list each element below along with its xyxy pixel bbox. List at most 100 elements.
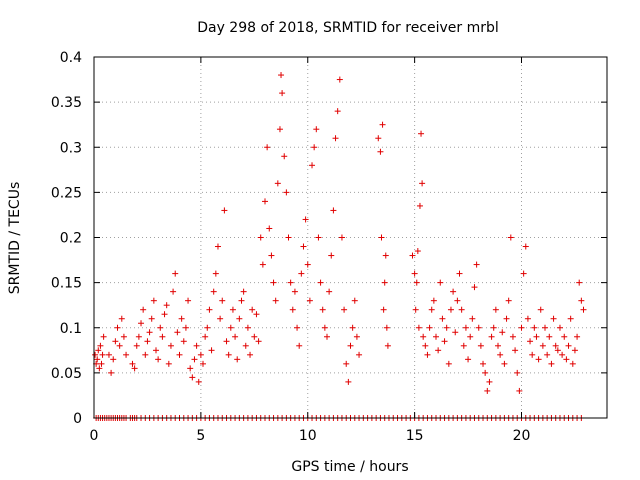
data-point [501,360,508,367]
data-point [191,356,198,363]
data-point [424,351,431,358]
data-point [217,315,224,322]
data-point [155,356,162,363]
data-point [488,333,495,340]
data-point [443,324,450,331]
x-tick-label: 10 [299,428,317,444]
data-point [477,342,484,349]
data-point [197,351,204,358]
data-point [94,356,101,363]
data-point [507,234,514,241]
data-point [105,351,112,358]
data-point [167,342,174,349]
data-point [571,347,578,354]
data-point [338,234,345,241]
data-point [497,351,504,358]
data-point [279,90,286,97]
data-point [133,342,140,349]
data-point [221,207,228,214]
data-point [460,342,467,349]
data-point [255,338,262,345]
data-point [283,189,290,196]
y-tick-label: 0 [73,411,82,427]
data-point [98,360,105,367]
data-point [259,261,266,268]
data-point [163,302,170,309]
data-point [212,270,219,277]
data-point [450,288,457,295]
data-point [529,351,536,358]
data-point [170,288,177,295]
data-point [454,297,461,304]
data-point [409,252,416,259]
x-tick-label: 20 [513,428,531,444]
data-point [200,360,207,367]
data-point [447,306,454,313]
data-point [336,76,343,83]
data-point [92,351,99,358]
data-point [214,243,221,250]
data-point [484,387,491,394]
data-point [120,333,127,340]
data-point [351,297,358,304]
data-point [420,333,427,340]
data-point [257,234,264,241]
data-point [321,324,328,331]
data-point [328,252,335,259]
data-point [375,135,382,142]
data-point [131,365,138,372]
data-point [482,369,489,376]
data-point [146,329,153,336]
data-point [494,342,501,349]
data-point [262,198,268,205]
data-point [240,288,247,295]
data-point [129,360,136,367]
data-point [456,270,463,277]
data-point [289,306,296,313]
data-point [152,347,159,354]
data-point [426,324,433,331]
data-point [542,324,549,331]
data-point [232,333,239,340]
data-point [416,202,423,209]
data-point [378,234,385,241]
data-point [118,315,125,322]
data-point [516,387,523,394]
data-point [242,342,249,349]
x-tick-label: 0 [90,428,99,444]
data-point [108,369,115,376]
data-point [110,356,117,363]
y-tick-label: 0.2 [60,231,82,247]
data-point [315,234,322,241]
data-point [304,261,311,268]
data-point [187,365,194,372]
data-point [480,360,487,367]
data-point [281,153,288,160]
data-point [569,360,576,367]
data-point [550,315,557,322]
data-point [518,324,525,331]
data-point [445,360,452,367]
data-point [116,342,123,349]
data-point [334,108,341,115]
data-point [533,333,540,340]
data-point [185,297,192,304]
data-point [382,252,389,259]
data-point [227,324,234,331]
data-point [552,342,559,349]
data-point [347,342,354,349]
data-point [323,333,330,340]
data-point [249,306,256,313]
data-point [135,333,142,340]
data-point [138,320,145,327]
data-point [302,216,309,223]
data-point [514,369,521,376]
data-point [345,378,352,385]
data-point [578,297,585,304]
data-point [294,324,301,331]
data-point [574,333,581,340]
data-point [415,324,422,331]
data-point [505,297,512,304]
data-point [554,347,561,354]
data-point [473,261,480,268]
